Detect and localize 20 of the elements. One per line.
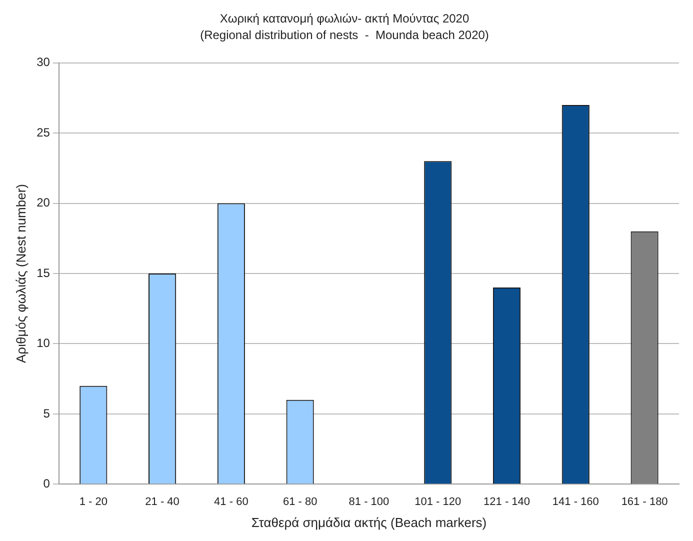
y-axis-title: Αριθμός φωλιάς (Nest number) <box>13 184 28 363</box>
y-tick-label: 10 <box>36 336 50 350</box>
x-tick-label: 61 - 80 <box>282 496 318 508</box>
x-tick-label: 161 - 180 <box>621 496 668 508</box>
x-tick-label: 1 - 20 <box>79 496 108 508</box>
y-tick-label: 0 <box>43 476 50 491</box>
y-tick-label: 30 <box>36 55 50 70</box>
x-tick-label: 21 - 40 <box>145 496 180 508</box>
chart-title: Χωρική κατανομή φωλιών- ακτή Μούντας 2020 <box>220 12 470 26</box>
x-tick-label: 81 - 100 <box>348 496 390 508</box>
x-tick-label: 121 - 140 <box>484 496 530 508</box>
x-tick-label: 101 - 120 <box>414 496 462 508</box>
chart-subtitle: (Regional distribution of nests - Mounda beach 2020) <box>200 28 489 42</box>
y-tick-label: 25 <box>36 125 50 140</box>
y-tick-label: 15 <box>36 266 50 280</box>
y-tick-label: 5 <box>43 406 50 420</box>
x-tick-label: 41 - 60 <box>214 496 248 508</box>
x-axis-title: Σταθερά σημάδια ακτής (Beach markers) <box>251 514 487 530</box>
y-tick-label: 20 <box>36 196 50 210</box>
x-tick-label: 141 - 160 <box>552 496 599 508</box>
